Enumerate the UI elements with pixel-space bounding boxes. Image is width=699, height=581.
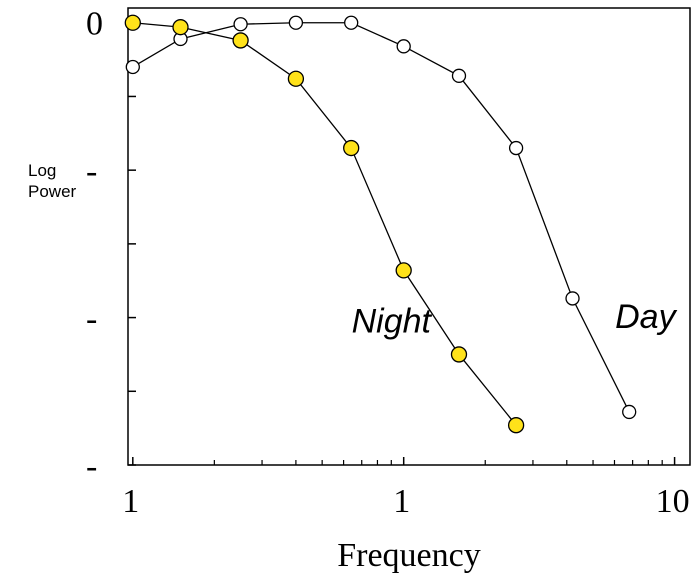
x-axis-label: Frequency [337,537,481,574]
data-point [451,68,467,83]
series-line [132,22,630,413]
data-point [233,17,248,32]
y-axis-label: Log Power [28,161,77,201]
data-point [395,262,412,279]
annotation: Day [615,298,677,336]
y-tick-label: - [86,301,97,338]
data-point [172,19,189,36]
data-point [507,417,525,434]
y-tick-label: 0 [86,6,103,43]
data-point [125,59,140,75]
x-tick-label: 10 [656,483,690,520]
data-point [343,139,360,157]
data-point [396,39,411,54]
data-point [288,15,304,30]
data-point [124,14,141,31]
data-point [344,15,359,30]
x-tick-label: 1 [122,483,139,520]
data-point [565,291,580,306]
x-tick-label: 1 [393,483,410,520]
annotation: Night [352,302,433,340]
data-point [508,140,524,156]
data-point [622,404,637,420]
data-point [232,32,249,49]
y-tick-label: - [86,153,97,190]
y-axis-label-line: Log [28,161,56,180]
data-point [450,346,468,363]
data-point [287,70,305,87]
y-tick-label: - [86,448,97,485]
series-line [132,22,517,426]
y-axis-label-line: Power [28,182,77,201]
plot-frame [127,7,691,466]
